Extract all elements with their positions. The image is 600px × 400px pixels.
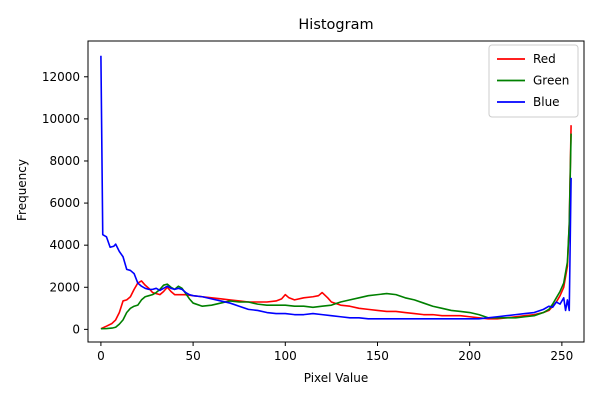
y-tick-label: 12000 <box>42 70 80 84</box>
x-axis-label: Pixel Value <box>304 371 369 385</box>
x-tick-label: 0 <box>97 349 105 363</box>
y-tick-label: 8000 <box>49 154 80 168</box>
series-lines <box>100 55 572 330</box>
legend: Red Green Blue <box>488 44 579 118</box>
x-tick-label: 250 <box>550 349 573 363</box>
y-tick-label: 0 <box>72 322 80 336</box>
series-line-green <box>100 133 572 330</box>
x-tick-label: 100 <box>274 349 297 363</box>
series-line-blue <box>100 55 572 320</box>
axis-ticks: 0 50 100 150 200 250 0 2000 4000 6000 8000 10000 120… <box>42 70 574 363</box>
legend-box <box>488 44 579 118</box>
y-tick-label: 2000 <box>49 280 80 294</box>
legend-label-red: Red <box>533 52 556 66</box>
y-axis-label: Frequency <box>15 159 29 221</box>
y-tick-label: 10000 <box>42 112 80 126</box>
x-tick-label: 50 <box>185 349 200 363</box>
legend-label-blue: Blue <box>533 95 560 109</box>
legend-label-green: Green <box>533 74 569 88</box>
x-tick-label: 200 <box>458 349 481 363</box>
y-tick-label: 4000 <box>49 238 80 252</box>
plot-frame <box>87 40 585 343</box>
chart-title: Histogram <box>298 17 373 33</box>
x-tick-label: 150 <box>366 349 389 363</box>
y-tick-label: 6000 <box>49 196 80 210</box>
